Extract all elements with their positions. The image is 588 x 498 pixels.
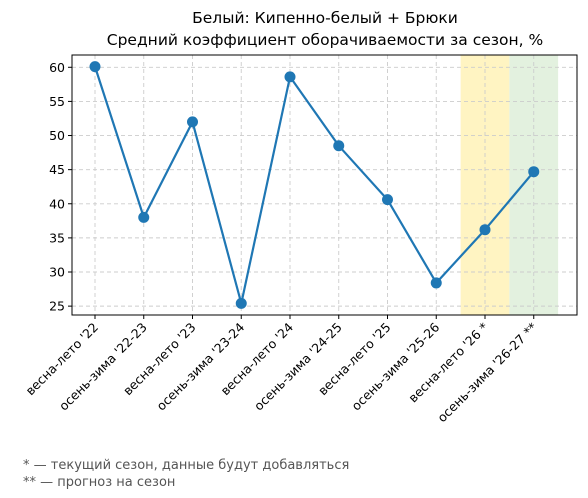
y-tick-label: 25 — [49, 299, 65, 314]
data-point — [284, 71, 296, 83]
data-point — [235, 297, 247, 309]
x-tick-label: осень-зима '25-26 — [348, 319, 442, 413]
chart-title-line2: Средний коэффициент оборачиваемости за с… — [107, 31, 543, 49]
data-point — [528, 166, 540, 178]
data-point — [382, 194, 393, 206]
gridlines — [72, 55, 577, 315]
footnote-current: * — текущий сезон, данные будут добавлят… — [23, 458, 349, 473]
y-tick-label: 55 — [49, 94, 65, 109]
y-axis: 25 30 35 40 45 50 55 60 — [49, 60, 72, 314]
data-point — [430, 277, 442, 289]
x-tick-label: осень-зима '24-25 — [251, 320, 345, 414]
x-tick-label: осень-зима '26-27 ** — [434, 320, 540, 426]
y-tick-label: 60 — [49, 60, 65, 75]
chart-title-line1: Белый: Кипенно-белый + Брюки — [192, 9, 458, 27]
x-tick-label: осень-зима '22-23 — [56, 320, 150, 414]
y-tick-label: 30 — [49, 265, 65, 280]
x-tick-label: осень-зима '23-24 — [153, 319, 247, 413]
data-point — [187, 116, 198, 128]
data-point — [333, 140, 345, 152]
series-line — [93, 66, 535, 305]
footnote-forecast: ** — прогноз на сезон — [23, 475, 175, 490]
data-point — [89, 61, 101, 73]
data-point — [479, 224, 491, 236]
y-tick-label: 40 — [49, 196, 65, 211]
y-tick-label: 50 — [49, 128, 65, 143]
season-highlights — [460, 55, 559, 315]
y-tick-label: 45 — [49, 162, 65, 177]
series-layer — [89, 61, 540, 309]
y-tick-label: 35 — [49, 230, 65, 245]
data-point — [138, 211, 150, 223]
plot-frame — [71, 54, 578, 316]
